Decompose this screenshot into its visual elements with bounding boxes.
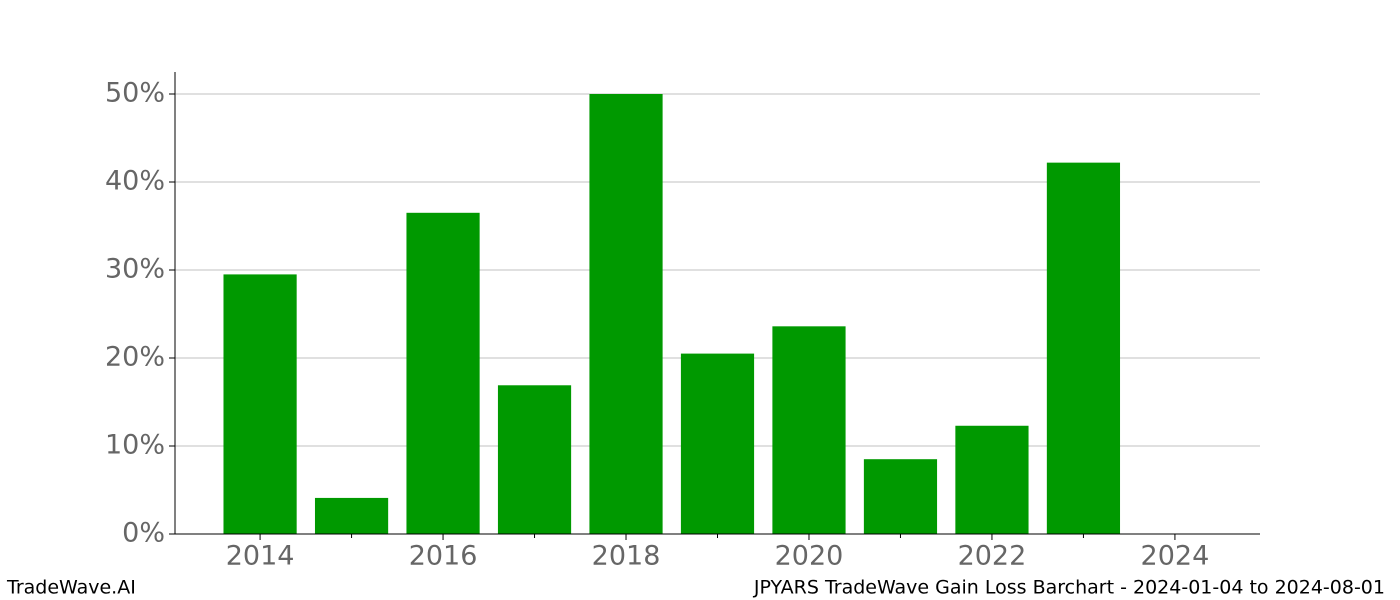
bar (406, 212, 480, 535)
x-tick-label: 2022 (958, 541, 1027, 572)
x-tick-label: 2020 (775, 541, 844, 572)
x-tick-label: 2018 (592, 541, 661, 572)
bar (589, 94, 663, 534)
bar (863, 459, 938, 534)
footer-right: JPYARS TradeWave Gain Loss Barchart - 20… (753, 577, 1385, 599)
y-tick-label: 20% (105, 342, 165, 373)
bar (955, 425, 1029, 534)
bar (772, 326, 846, 534)
bar (1046, 162, 1121, 534)
y-tick-label: 0% (122, 518, 165, 549)
bar (497, 385, 572, 534)
footer-left: TradeWave.AI (6, 577, 136, 599)
x-tick-label: 2016 (409, 541, 478, 572)
bar (223, 274, 297, 534)
x-tick-label: 2024 (1141, 541, 1210, 572)
bar (680, 353, 755, 534)
y-tick-label: 50% (105, 78, 165, 109)
bar (314, 497, 389, 534)
y-tick-label: 40% (105, 166, 165, 197)
y-tick-label: 30% (105, 254, 165, 285)
y-tick-label: 10% (105, 430, 165, 461)
x-tick-label: 2014 (226, 541, 295, 572)
